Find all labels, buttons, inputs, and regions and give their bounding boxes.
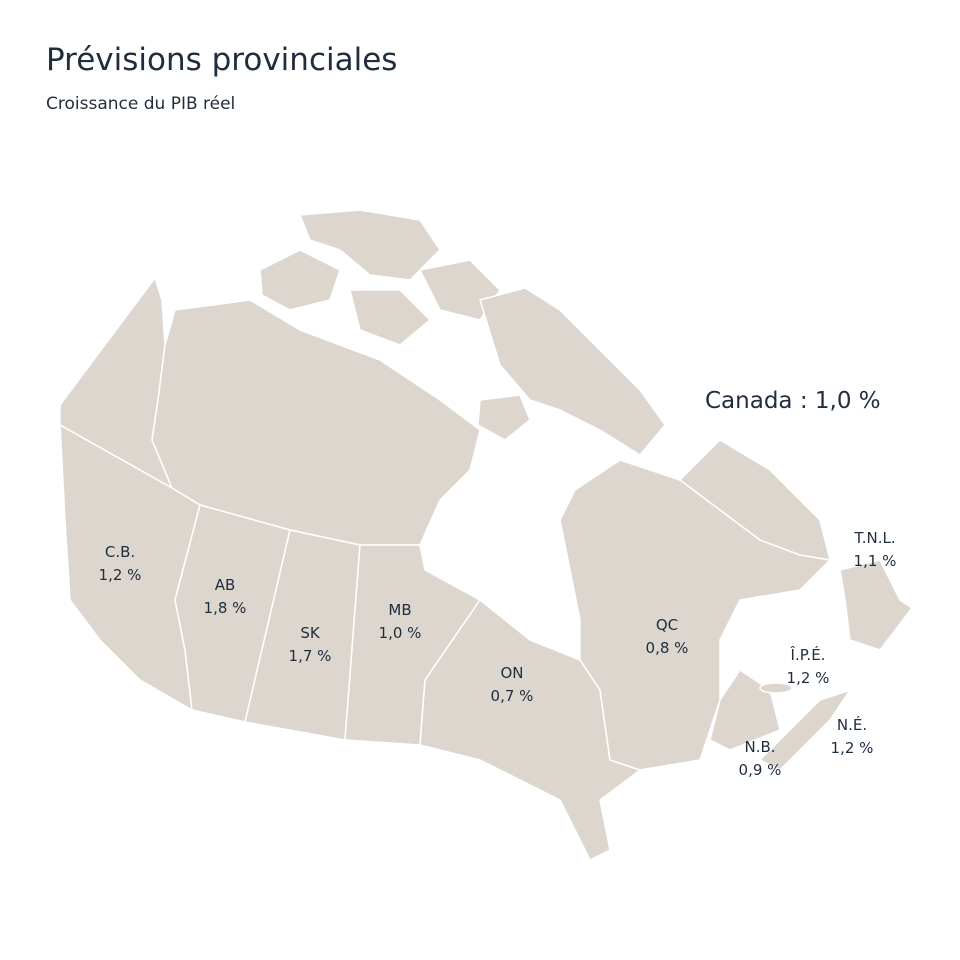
northwest-territories-nunavut: [151, 299, 481, 546]
subtitle: Croissance du PIB réel: [46, 94, 235, 114]
prince-edward-island: [759, 682, 793, 694]
province-growth: 1,2 %: [99, 566, 142, 584]
arctic-island: [299, 209, 441, 281]
province-growth: 1,0 %: [379, 624, 422, 642]
province-name: ON: [500, 664, 523, 682]
province-name: Î.P.É.: [790, 645, 826, 664]
arctic-island: [259, 249, 341, 311]
province-growth: 0,7 %: [491, 687, 534, 705]
province-name: SK: [300, 624, 321, 642]
province-name: C.B.: [105, 543, 135, 561]
province-growth: 0,8 %: [646, 639, 689, 657]
title: Prévisions provinciales: [46, 42, 397, 78]
province-name: QC: [656, 616, 678, 634]
southampton-island: [477, 394, 531, 441]
province-growth: 1,7 %: [289, 647, 332, 665]
newfoundland: [839, 559, 913, 651]
province-name: T.N.L.: [853, 529, 895, 547]
province-name: N.É.: [837, 715, 867, 734]
province-name: MB: [388, 601, 411, 619]
national-label: Canada : 1,0 %: [705, 388, 881, 414]
province-growth: 0,9 %: [739, 761, 782, 779]
province-growth: 1,2 %: [831, 739, 874, 757]
province-name: AB: [215, 576, 236, 594]
labrador: [679, 439, 831, 561]
province-growth: 1,8 %: [204, 599, 247, 617]
baffin-island: [479, 287, 666, 456]
province-labels: C.B. 1,2 % AB 1,8 % SK 1,7 % MB 1,0 % ON 0,7 % QC 0…: [99, 529, 897, 779]
province-name: N.B.: [744, 738, 775, 756]
arctic-island: [349, 289, 431, 346]
province-growth: 1,1 %: [854, 552, 897, 570]
nova-scotia: [759, 689, 851, 771]
province-growth: 1,2 %: [787, 669, 830, 687]
canada-map: [59, 209, 913, 861]
